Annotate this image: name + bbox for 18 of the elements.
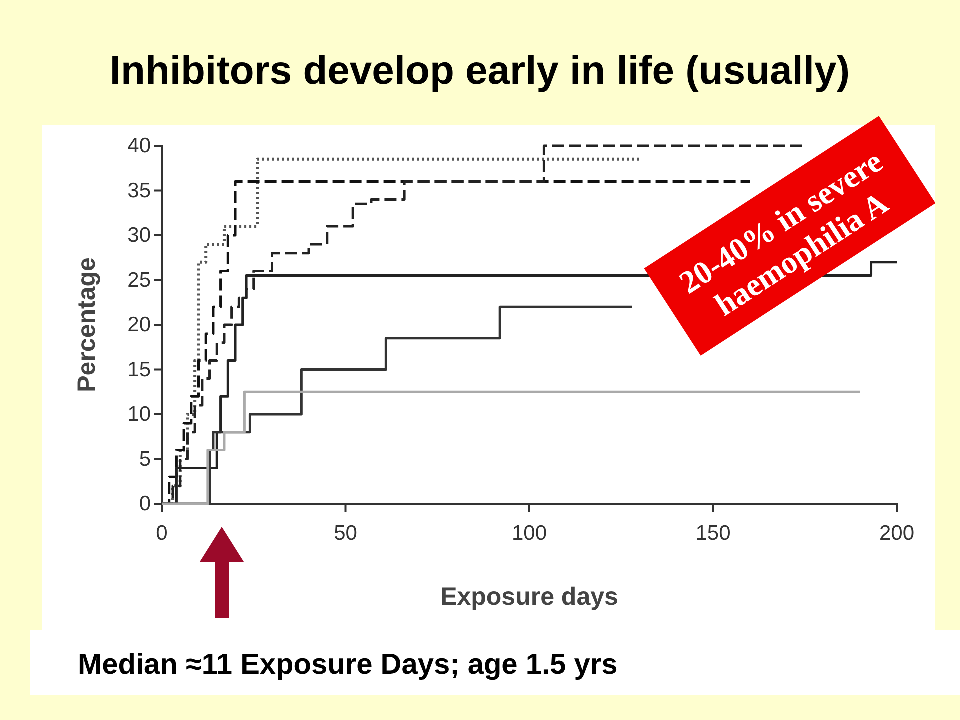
text: Median ≈11 Exposure Days; age 1.5 yrs <box>78 649 618 681</box>
y-tick-label: 15 <box>128 358 151 382</box>
y-tick-label: 40 <box>128 134 151 158</box>
y-tick-label: 30 <box>128 224 151 248</box>
y-tick-label: 25 <box>128 268 151 292</box>
x-tick-label: 100 <box>512 522 548 546</box>
x-tick-label: 200 <box>879 522 915 546</box>
chart-title: Inhibitors develop early in life (usually) <box>110 49 850 93</box>
x-axis-title: Exposure days <box>440 583 618 611</box>
y-tick-label: 20 <box>128 314 151 337</box>
y-tick-label: 35 <box>128 179 151 202</box>
x-tick-label: 150 <box>696 522 731 546</box>
y-axis-title: Percentage <box>73 258 101 392</box>
y-tick-label: 0 <box>139 492 151 516</box>
y-tick-label: 10 <box>128 403 151 426</box>
y-tick-label: 5 <box>139 448 151 471</box>
x-tick-label: 0 <box>156 522 168 546</box>
x-tick-label: 50 <box>334 522 358 546</box>
